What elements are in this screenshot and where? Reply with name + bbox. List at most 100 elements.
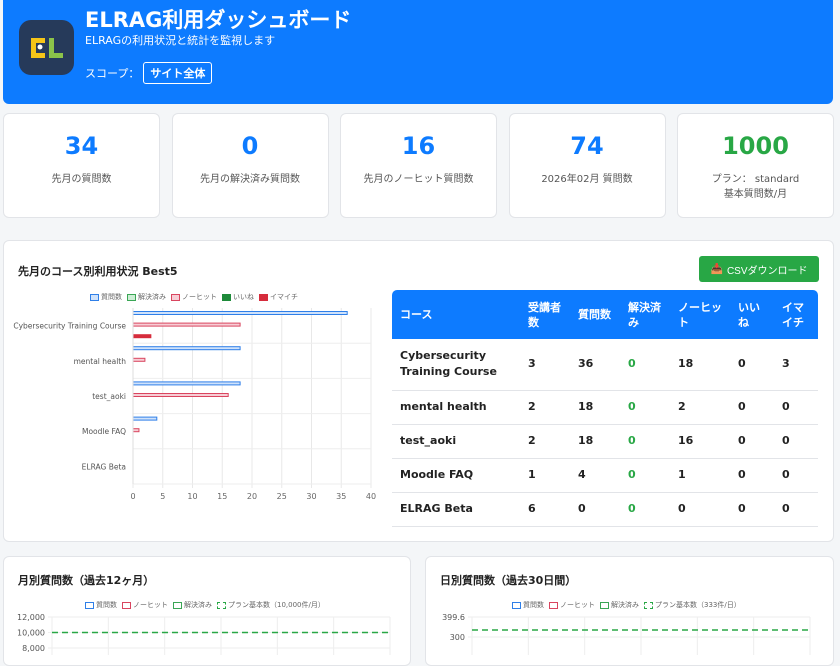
stat-card: 16 先月のノーヒット質問数 bbox=[340, 113, 497, 218]
cell-value: 0 bbox=[730, 492, 774, 527]
cell-value: 18 bbox=[670, 339, 730, 391]
column-header: ノーヒット bbox=[670, 290, 730, 339]
legend-swatch bbox=[644, 601, 653, 609]
x-tick-label: 40 bbox=[366, 492, 376, 501]
cell-value: 0 bbox=[730, 339, 774, 391]
column-header: 質問数 bbox=[570, 290, 620, 339]
legend-swatch bbox=[600, 601, 609, 609]
y-tick-label: Cybersecurity Training Course bbox=[13, 322, 126, 331]
cell-value: 16 bbox=[670, 424, 730, 459]
cell-value: 2 bbox=[520, 424, 570, 459]
cell-value: 3 bbox=[520, 339, 570, 391]
legend-label: 質問数 bbox=[523, 601, 544, 609]
bar bbox=[132, 346, 241, 351]
table-row: ELRAG Beta 6 0 0 0 0 0 bbox=[392, 492, 818, 527]
csv-download-label: CSVダウンロード bbox=[726, 265, 808, 277]
bar bbox=[132, 334, 152, 339]
monthly-title: 月別質問数（過去12ヶ月） bbox=[18, 574, 155, 587]
column-header: イマイチ bbox=[774, 290, 818, 339]
cell-value: 0 bbox=[620, 458, 670, 493]
legend-item[interactable]: ノーヒット bbox=[171, 292, 217, 302]
x-tick-label: 35 bbox=[336, 492, 346, 501]
cell-value: 1 bbox=[520, 458, 570, 493]
cell-value: 1 bbox=[670, 458, 730, 493]
monthly-line-chart: 12,000 10,000 8,000 bbox=[17, 613, 391, 655]
cell-value: 0 bbox=[670, 492, 730, 527]
cell-value: 18 bbox=[570, 390, 620, 425]
cell-value: 0 bbox=[620, 492, 670, 527]
stat-value: 34 bbox=[64, 132, 99, 160]
legend-label: 解決済み bbox=[138, 293, 166, 301]
course-name: test_aoki bbox=[392, 424, 520, 459]
legend-item[interactable]: 解決済み bbox=[173, 600, 212, 610]
bar bbox=[132, 322, 241, 327]
legend-item[interactable]: 質問数 bbox=[90, 292, 122, 302]
bar bbox=[132, 416, 158, 421]
cell-value: 36 bbox=[570, 339, 620, 391]
x-tick-label: 25 bbox=[277, 492, 287, 501]
y-tick-label: 300 bbox=[450, 633, 465, 642]
legend-label: ノーヒット bbox=[560, 601, 595, 609]
y-tick-label: test_aoki bbox=[92, 392, 126, 401]
cell-value: 3 bbox=[774, 339, 818, 391]
legend-item[interactable]: ノーヒット bbox=[549, 600, 595, 610]
cell-value: 0 bbox=[774, 390, 818, 425]
stat-label: プラン： standard 基本質問数/月 bbox=[711, 174, 800, 200]
x-tick-label: 10 bbox=[187, 492, 197, 501]
legend-swatch bbox=[259, 293, 268, 301]
stat-value: 74 bbox=[570, 132, 604, 160]
x-tick-label: 30 bbox=[306, 492, 316, 501]
bar bbox=[132, 393, 229, 397]
y-tick-label: 12,000 bbox=[17, 613, 45, 622]
y-tick-label: 8,000 bbox=[22, 644, 45, 653]
legend-label: ノーヒット bbox=[133, 601, 168, 609]
csv-download-button[interactable]: 📥 CSVダウンロード bbox=[699, 256, 819, 282]
x-tick-label: 15 bbox=[217, 492, 227, 501]
table-row: mental health 2 18 0 2 0 0 bbox=[392, 390, 818, 425]
cell-value: 0 bbox=[730, 390, 774, 425]
scope-badge[interactable]: サイト全体 bbox=[143, 62, 213, 84]
cell-value: 2 bbox=[520, 390, 570, 425]
legend-swatch bbox=[85, 601, 94, 609]
course-name: ELRAG Beta bbox=[392, 492, 520, 527]
cell-value: 18 bbox=[570, 424, 620, 459]
legend-swatch bbox=[549, 601, 558, 609]
course-bar-chart: 0 5 10 15 20 25 30 35 40 Cybersecurity Training C… bbox=[13, 308, 376, 501]
cell-value: 0 bbox=[620, 390, 670, 425]
legend-swatch bbox=[90, 293, 99, 301]
cell-value: 0 bbox=[774, 458, 818, 493]
elrag-logo bbox=[19, 20, 74, 75]
y-tick-label: Moodle FAQ bbox=[82, 427, 126, 436]
cell-value: 0 bbox=[570, 492, 620, 527]
cell-value: 0 bbox=[774, 424, 818, 459]
stat-card: 1000 プラン： standard 基本質問数/月 bbox=[677, 113, 834, 218]
legend-label: 解決済み bbox=[184, 601, 212, 609]
course-usage-title: 先月のコース別利用状況 Best5 bbox=[18, 265, 178, 278]
legend-item[interactable]: いいね bbox=[222, 292, 254, 302]
y-tick-label: ELRAG Beta bbox=[82, 462, 126, 471]
cell-value: 6 bbox=[520, 492, 570, 527]
legend-item[interactable]: プラン基本数（333件/日） bbox=[644, 600, 741, 610]
x-tick-label: 5 bbox=[160, 492, 165, 501]
table-row: Moodle FAQ 1 4 0 1 0 0 bbox=[392, 458, 818, 493]
legend-item[interactable]: 解決済み bbox=[127, 292, 166, 302]
legend-label: イマイチ bbox=[270, 293, 298, 301]
legend-item[interactable]: プラン基本数（10,000件/月） bbox=[217, 600, 325, 610]
legend-item[interactable]: 質問数 bbox=[512, 600, 544, 610]
legend-label: 質問数 bbox=[96, 601, 117, 609]
scope-label: スコープ： bbox=[85, 67, 140, 80]
daily-line-chart: 399.6 300 bbox=[442, 613, 811, 655]
legend-swatch bbox=[217, 601, 226, 609]
stat-label: 先月の質問数 bbox=[51, 174, 112, 185]
daily-panel bbox=[425, 556, 834, 666]
stat-value: 1000 bbox=[722, 132, 789, 160]
page-subtitle: ELRAGの利用状況と統計を監視します bbox=[85, 34, 276, 47]
course-name: Cybersecurity Training Course bbox=[392, 339, 520, 391]
legend-item[interactable]: 質問数 bbox=[85, 600, 117, 610]
legend-item[interactable]: ノーヒット bbox=[122, 600, 168, 610]
stat-label: 先月のノーヒット質問数 bbox=[363, 174, 474, 185]
header: ELRAG利用ダッシュボード ELRAGの利用状況と統計を監視します スコープ：… bbox=[3, 0, 833, 104]
legend-item[interactable]: 解決済み bbox=[600, 600, 639, 610]
scope: スコープ： サイト全体 bbox=[85, 62, 213, 84]
legend-item[interactable]: イマイチ bbox=[259, 292, 298, 302]
